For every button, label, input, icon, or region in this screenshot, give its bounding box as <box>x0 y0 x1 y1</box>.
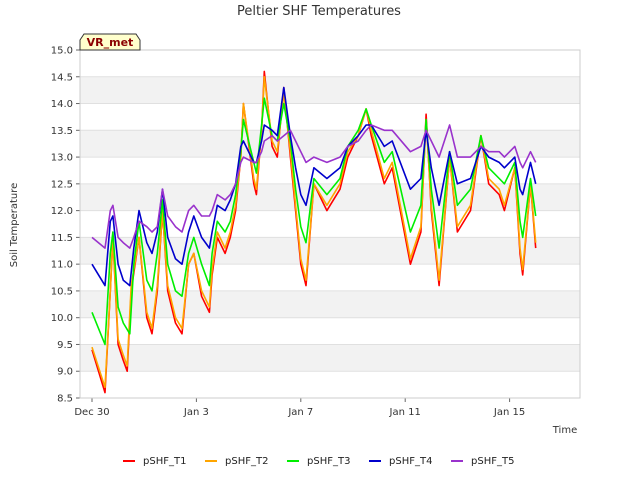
x-tick-label: Jan 7 <box>287 407 313 418</box>
y-tick-label: 12.0 <box>51 206 73 217</box>
y-axis-label: Soil Temperature <box>9 183 20 268</box>
x-tick-label: Dec 30 <box>74 407 109 418</box>
legend-label: pSHF_T5 <box>471 456 514 467</box>
y-tick-label: 12.5 <box>51 179 73 190</box>
x-axis-label: Time <box>552 425 577 436</box>
y-tick-label: 13.5 <box>51 126 73 137</box>
y-tick-label: 11.5 <box>51 233 73 244</box>
y-tick-label: 14.5 <box>51 72 73 83</box>
y-tick-label: 8.5 <box>57 394 73 405</box>
legend-label: pSHF_T1 <box>143 456 186 467</box>
grid-band <box>80 290 580 318</box>
legend-label: pSHF_T4 <box>389 456 432 467</box>
grid-band <box>80 76 580 104</box>
x-tick-label: Jan 15 <box>493 407 525 418</box>
legend: pSHF_T1 pSHF_T2 pSHF_T3 pSHF_T4 pSHF_T5 <box>123 456 514 467</box>
y-tick-label: 15.0 <box>51 46 73 57</box>
badge-label: VR_met <box>87 36 134 49</box>
x-tick-label: Jan 11 <box>389 407 421 418</box>
series-layer <box>91 70 537 394</box>
series-line-pshf-t2 <box>91 76 537 389</box>
site-badge: VR_met <box>79 33 141 51</box>
y-tick-label: 10.5 <box>51 286 73 297</box>
y-tick-label: 10.0 <box>51 313 73 324</box>
series-line-pshf-t5 <box>91 124 537 249</box>
y-tick-label: 13.0 <box>51 153 73 164</box>
grid-band <box>80 237 580 265</box>
x-axis: Dec 30 Jan 3 Jan 7 Jan 11 Jan 15 <box>74 398 525 418</box>
chart-title: Peltier SHF Temperatures <box>237 4 401 19</box>
grid-band <box>80 344 580 372</box>
badge-shape <box>79 33 141 51</box>
y-axis: 8.5 9.0 9.5 10.0 10.5 11.0 11.5 12.0 12.5 13.0 13.… <box>51 46 80 405</box>
series-line-pshf-t4 <box>91 86 537 287</box>
plot-background <box>80 49 580 399</box>
legend-label: pSHF_T3 <box>307 456 350 467</box>
y-tick-label: 9.5 <box>57 340 73 351</box>
y-tick-label: 11.0 <box>51 260 73 271</box>
plot-frame <box>79 49 581 399</box>
legend-label: pSHF_T2 <box>225 456 268 467</box>
y-tick-label: 9.0 <box>57 367 73 378</box>
grid-band <box>80 130 580 158</box>
y-tick-label: 14.0 <box>51 99 73 110</box>
x-tick-label: Jan 3 <box>183 407 209 418</box>
